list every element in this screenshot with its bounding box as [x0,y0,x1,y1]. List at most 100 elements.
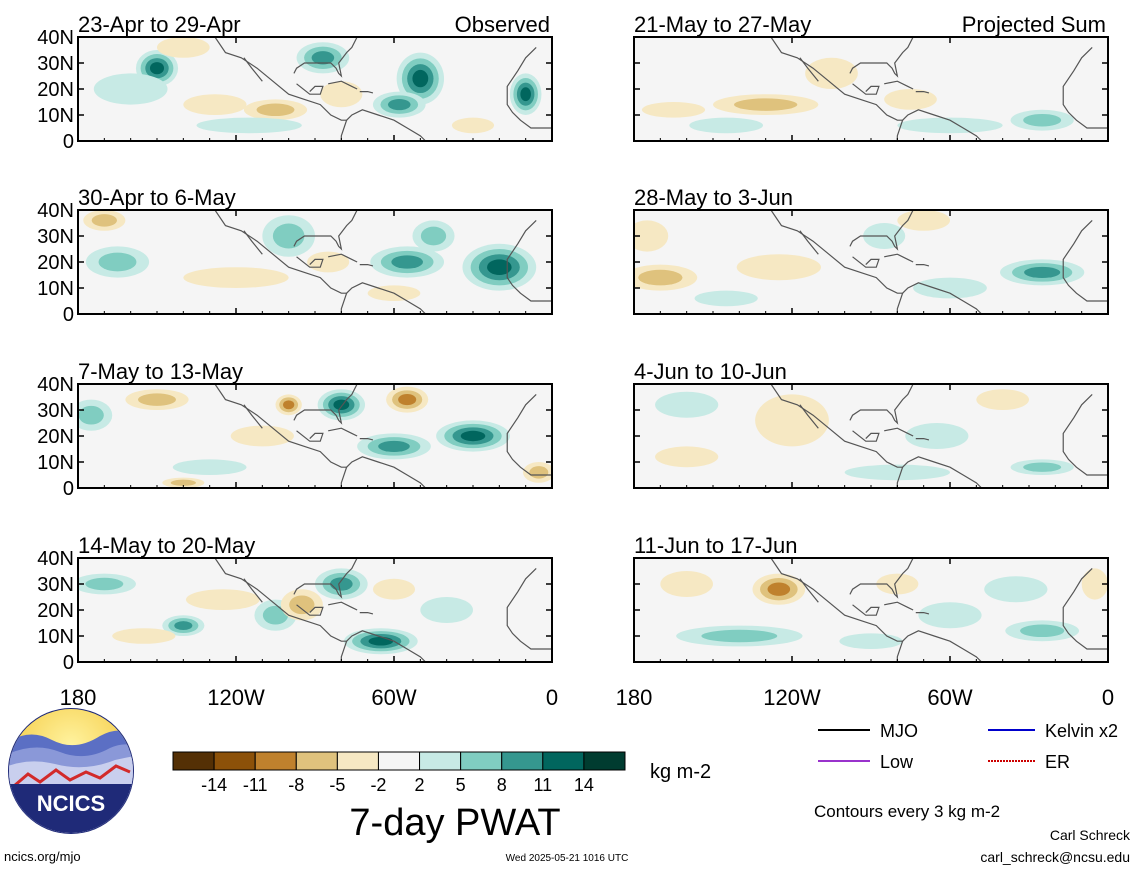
panel-label-obs1: 23-Apr to 29-Apr [78,12,241,37]
y-tick-label-obs2-1: 30N [37,226,74,248]
colorbar-swatch-4 [336,751,379,771]
coastline-obs4-7 [243,578,263,603]
anomaly-contour-obs4-8-0 [420,597,473,623]
anomaly-contour-obs3-1-3 [460,430,486,442]
y-tick-label-obs2-2: 20N [37,252,74,274]
coastline-obs1-3 [296,83,324,95]
coastline-obs2-4 [506,219,552,302]
map-panel-obs4: 40N 30N 20N 10N 0 14-May to 20-May [37,533,553,674]
source-url: ncics.org/mjo [4,849,81,864]
colorbar-tick-1: -11 [243,775,268,795]
coastline-prj4-6 [915,611,930,615]
anomaly-contour-obs1-7-0 [183,94,247,115]
anomaly-contour-prj2-4-0 [913,277,987,299]
anomaly-contour-obs2-3-1 [98,252,137,272]
coastline-obs2-5 [328,253,358,263]
colorbar-swatch-10 [583,751,626,771]
y-tick-label-obs4-0: 40N [37,548,74,570]
anomaly-contour-prj3-2-1 [1023,462,1062,472]
y-tick-label-obs3-3: 10N [37,452,74,474]
coastline-prj1-2 [849,37,914,78]
anomaly-contour-obs3-6-1 [138,393,176,406]
coastline-prj1-1 [902,109,983,141]
generation-timestamp: Wed 2025-05-21 1016 UTC [506,853,629,864]
coastline-prj3-5 [884,427,914,437]
colorbar-tick-3: -5 [329,775,345,795]
anomaly-contour-prj2-0-1 [638,269,683,286]
anomaly-contour-prj4-4-0 [918,602,982,629]
coastline-obs4-4 [506,567,552,650]
colorbar: -14 -11 -8 -5 -2 2 5 8 11 14 [172,751,626,795]
anomaly-contour-obs2-5-1 [91,214,117,227]
anomaly-contour-prj1-5-0 [689,117,764,134]
anomaly-contour-prj4-5-0 [839,633,903,649]
map-panel-obs2: 40N 30N 20N 10N 0 30-Apr to 6-May [37,185,553,326]
anomaly-contour-obs3-10-0 [230,425,294,447]
coastline-prj2-6 [915,264,930,267]
anomaly-contour-prj1-6-0 [884,89,937,110]
coastline-obs2-6 [359,264,374,267]
x-tick-label-0-0: 180 [60,685,97,710]
coastline-obs1-7 [243,57,263,82]
coastline-prj2-7 [799,230,819,255]
panel-label-prj1: 21-May to 27-May [634,12,811,37]
coastlines-prj2 [770,210,1108,314]
x-tick-label-1-3: 0 [1102,685,1114,710]
colorbar-swatch-8 [501,751,544,771]
anomaly-contour-obs4-5-1 [289,595,315,615]
anomaly-contour-obs1-8-0 [157,37,210,58]
anomaly-contour-prj2-1-0 [736,254,821,281]
panel-tag-obs1: Observed [455,12,550,37]
panel-tag-prj1: Projected Sum [962,12,1106,37]
y-tick-label-obs3-1: 30N [37,400,74,422]
anomaly-contour-obs3-7-1 [170,479,196,486]
coastline-prj1-4 [1062,46,1108,129]
coastlines-prj1 [770,37,1108,141]
colorbar-swatch-6 [419,751,462,771]
anomaly-contour-obs2-0-3 [487,259,512,276]
anomaly-contour-prj2-5-0 [694,290,758,307]
anomaly-contour-obs4-6-0 [185,589,260,610]
coastline-prj1-6 [915,90,930,94]
colorbar-tick-5: 2 [415,775,425,795]
anomaly-contour-obs1-1-0 [93,73,168,105]
panel-label-prj4: 11-Jun to 17-Jun [634,533,797,558]
map-panel-obs3: 40N 30N 20N 10N 0 7-May to 13-May [37,359,553,500]
y-tick-label-obs2-4: 0 [63,304,74,326]
panel-label-obs3: 7-May to 13-May [78,359,243,384]
anomaly-contour-prj3-6-0 [655,446,719,468]
panel-label-obs4: 14-May to 20-May [78,533,255,558]
coastline-prj4-2 [849,558,914,599]
anomaly-contour-obs1-4-2 [387,99,411,111]
coastline-obs3-2 [293,384,358,425]
coastline-prj3-7 [799,404,819,429]
author-name: Carl Schreck [1050,827,1131,843]
anomaly-contour-obs1-10-0 [196,117,302,134]
anomaly-contour-obs4-2-2 [174,621,193,631]
anomaly-contour-prj3-5-0 [976,389,1029,410]
coastline-prj3-1 [902,456,983,488]
anomaly-contour-prj4-6-0 [984,576,1048,603]
coastlines-obs3 [214,384,552,488]
anomaly-contour-prj1-3-0 [897,117,1003,134]
y-tick-label-obs4-2: 20N [37,600,74,622]
legend-label-low: Low [880,752,914,772]
anomaly-contour-prj4-7-0 [1081,568,1108,600]
coastline-obs1-5 [328,80,358,90]
anomaly-contour-obs2-1-2 [391,255,423,269]
colorbar-tick-6: 5 [456,775,466,795]
anomaly-contour-prj3-3-0 [655,391,719,418]
anomaly-contour-obs4-3-2 [330,577,353,591]
panel-label-prj2: 28-May to 3-Jun [634,185,793,210]
line-legend: MJO Kelvin x2 Low ER [818,721,1118,772]
coastline-obs2-7 [243,230,263,255]
y-tick-label-obs3-4: 0 [63,478,74,500]
anomaly-contour-obs1-0-3 [149,62,165,75]
colorbar-tick-7: 8 [497,775,507,795]
colorbar-swatch-2 [254,751,297,771]
coastline-obs4-5 [328,601,358,611]
coastline-obs3-6 [359,438,374,441]
anomaly-contour-prj1-2-0 [805,57,858,89]
coastline-prj4-4 [1062,567,1108,650]
colorbar-tick-8: 11 [533,775,552,795]
